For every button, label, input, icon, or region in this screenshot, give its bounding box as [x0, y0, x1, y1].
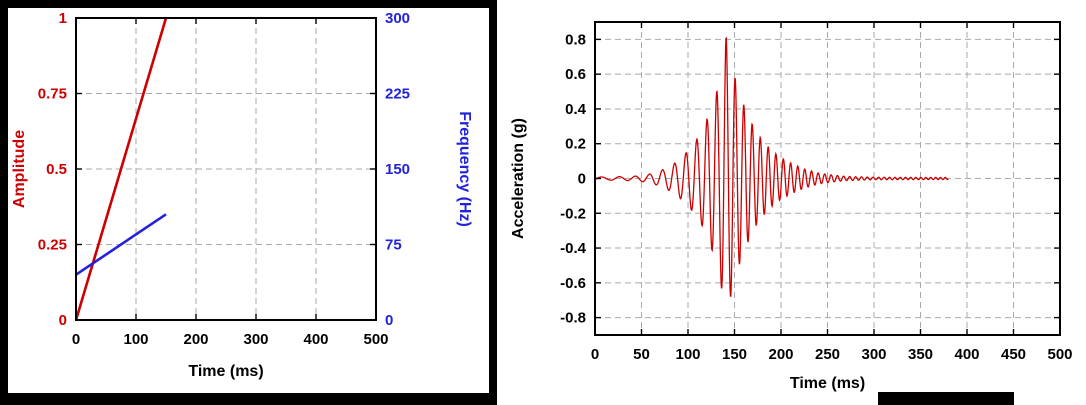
- y-tick-label: 0.8: [565, 31, 586, 48]
- y-tick-label: 0: [578, 171, 586, 188]
- x-tick-label: 500: [363, 331, 388, 348]
- amplitude-line: [74, 17, 168, 321]
- grid: [76, 18, 376, 320]
- frequency-line: [75, 213, 167, 276]
- y-axis-title: Acceleration (g): [510, 118, 527, 239]
- x-tick-label: 500: [1047, 346, 1072, 363]
- x-tick-label: 150: [722, 346, 747, 363]
- x-tick-label: 350: [908, 346, 933, 363]
- left-y-tick-label: 0.5: [46, 161, 67, 178]
- acceleration-chart: 0 50 100 150 200 250 300 350 400 450 500 -0.8 -0.6 -0…: [510, 21, 1073, 392]
- axis-ticks: [75, 17, 377, 321]
- y-tick-label: -0.6: [560, 275, 586, 292]
- x-axis-title: Time (ms): [790, 375, 865, 392]
- right-y-tick-label: 150: [385, 161, 410, 178]
- bottom-right-black-bar: [878, 392, 1014, 405]
- y-tick-label: -0.8: [560, 310, 586, 327]
- acceleration-trace: [594, 36, 949, 298]
- axis-ticks: [594, 22, 1061, 335]
- x-axis-title: Time (ms): [188, 363, 263, 380]
- left-y-axis-title: Amplitude: [11, 130, 28, 208]
- tick-labels: 0 50 100 150 200 250 300 350 400 450 500 -0.8 -0.6 -0…: [560, 31, 1072, 363]
- amplitude-frequency-figure: 0 100 200 300 400 500 0 0.25 0.5 0.75 1 0 75 150 225 30…: [0, 0, 497, 405]
- grid: [595, 22, 1060, 335]
- right-y-tick-label: 75: [385, 237, 402, 254]
- left-y-tick-label: 0: [59, 312, 67, 329]
- left-y-tick-label: 0.25: [38, 237, 67, 254]
- x-tick-label: 300: [243, 331, 268, 348]
- x-tick-label: 200: [183, 331, 208, 348]
- x-tick-label: 50: [633, 346, 650, 363]
- x-tick-label: 400: [303, 331, 328, 348]
- left-y-tick-label: 1: [59, 10, 67, 27]
- x-tick-label: 0: [591, 346, 599, 363]
- y-tick-label: 0.6: [565, 66, 586, 83]
- x-tick-label: 400: [954, 346, 979, 363]
- y-tick-label: -0.4: [560, 240, 587, 257]
- y-tick-label: 0.4: [565, 101, 587, 118]
- amplitude-frequency-chart: 0 100 200 300 400 500 0 0.25 0.5 0.75 1 0 75 150 225 30…: [11, 10, 473, 380]
- x-tick-label: 300: [861, 346, 886, 363]
- x-tick-label: 200: [768, 346, 793, 363]
- y-tick-label: 0.2: [565, 136, 586, 153]
- x-tick-label: 450: [1001, 346, 1026, 363]
- right-y-tick-label: 300: [385, 10, 410, 27]
- right-y-tick-label: 225: [385, 86, 410, 103]
- y-tick-label: -0.2: [560, 205, 586, 222]
- right-y-axis-title: Frequency (Hz): [456, 111, 473, 227]
- x-tick-label: 100: [123, 331, 148, 348]
- right-y-tick-label: 0: [385, 312, 393, 329]
- x-tick-label: 100: [675, 346, 700, 363]
- x-tick-label: 250: [815, 346, 840, 363]
- acceleration-figure: 0 50 100 150 200 250 300 350 400 450 500 -0.8 -0.6 -0…: [497, 0, 1086, 405]
- tick-labels: 0 100 200 300 400 500 0 0.25 0.5 0.75 1 0 75 150 225 30…: [38, 10, 410, 348]
- x-tick-label: 0: [72, 331, 80, 348]
- left-y-tick-label: 0.75: [38, 86, 67, 103]
